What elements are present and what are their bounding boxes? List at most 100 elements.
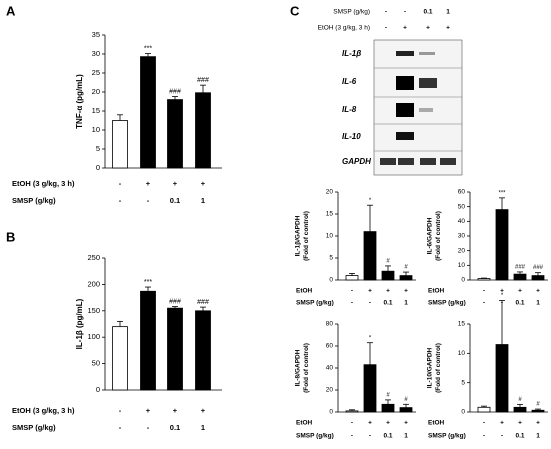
bar — [112, 326, 128, 391]
row-value: + — [146, 179, 151, 188]
blot-row-label: EtOH (3 g/kg, 3 h) — [318, 25, 370, 32]
y-tick-label: 10 — [458, 350, 466, 357]
blot-row-value: + — [446, 25, 450, 32]
y-tick-label: 250 — [87, 253, 100, 262]
y-tick-label: 35 — [92, 30, 100, 39]
row-value: - — [483, 288, 485, 295]
bar — [345, 410, 359, 413]
blot-row-value: - — [385, 9, 387, 16]
bar — [513, 406, 527, 413]
bar — [531, 275, 545, 281]
bar — [140, 56, 156, 169]
row-value: + — [201, 406, 206, 415]
significance-label: ### — [533, 265, 544, 271]
significance-label: # — [404, 265, 408, 271]
row-value: - — [351, 433, 353, 440]
y-tick-label: 0 — [461, 409, 465, 416]
bar — [195, 92, 211, 169]
row-value: - — [351, 420, 353, 427]
row-label: SMSP (g/kg) — [12, 196, 56, 205]
error-bar — [481, 405, 487, 408]
y-tick-label: 50 — [92, 359, 100, 368]
row-label: EtOH (3 g/kg, 3 h) — [12, 406, 75, 415]
row-value: 1 — [404, 300, 408, 307]
row-value: + — [368, 288, 372, 295]
row-value: + — [386, 420, 390, 427]
row-label: EtOH — [428, 288, 445, 295]
row-value: - — [119, 406, 122, 415]
bar — [140, 290, 156, 391]
bar — [167, 307, 183, 391]
row-value: + — [404, 288, 408, 295]
y-tick-label: 200 — [87, 279, 100, 288]
y-axis-label: IL-10/GAPDH — [426, 347, 433, 388]
bar — [513, 273, 527, 281]
bar — [167, 99, 183, 169]
bar — [399, 275, 413, 281]
significance-label: ### — [169, 298, 181, 305]
row-value: 0.1 — [515, 433, 524, 440]
blot-row-value: - — [404, 9, 406, 16]
error-bar — [499, 197, 505, 210]
y-tick-label: 30 — [92, 49, 100, 58]
y-tick-label: 0 — [96, 163, 100, 172]
error-bar — [535, 272, 541, 276]
y-axis-label: IL-1β (pg/mL) — [75, 298, 84, 349]
error-bar — [349, 272, 355, 276]
row-label: SMSP (g/kg) — [296, 300, 334, 307]
y-tick-label: 150 — [87, 306, 100, 315]
panel-letter: A — [6, 3, 16, 18]
significance-label: *** — [144, 45, 152, 52]
row-label: EtOH (3 g/kg, 3 h) — [12, 179, 75, 188]
y-tick-label: 60 — [326, 343, 334, 350]
y-tick-label: 0 — [329, 277, 333, 284]
row-value: + — [536, 420, 540, 427]
panel-letter: B — [6, 229, 15, 244]
y-tick-label: 40 — [326, 365, 334, 372]
row-value: + — [518, 420, 522, 427]
y-tick-label: 20 — [326, 387, 334, 394]
band-label: IL-10 — [342, 132, 361, 141]
row-value: + — [368, 420, 372, 427]
y-axis-label: IL-1β/GAPDH — [294, 215, 301, 256]
y-tick-label: 20 — [92, 87, 100, 96]
row-value: 0.1 — [383, 433, 392, 440]
significance-label: # — [518, 397, 522, 403]
y-tick-label: 20 — [326, 189, 334, 196]
row-value: - — [147, 196, 150, 205]
row-label: SMSP (g/kg) — [296, 433, 334, 440]
band-label: GAPDH — [342, 157, 371, 166]
row-label: SMSP (g/kg) — [428, 300, 466, 307]
row-value: 1 — [201, 196, 205, 205]
row-value: - — [501, 433, 503, 440]
y-tick-label: 60 — [458, 189, 466, 196]
y-tick-label: 30 — [458, 233, 466, 240]
row-value: 0.1 — [170, 196, 180, 205]
row-value: + — [201, 179, 206, 188]
row-value: + — [173, 406, 178, 415]
row-value: - — [351, 288, 353, 295]
error-bar — [172, 96, 178, 100]
row-value: - — [483, 433, 485, 440]
error-bar — [385, 399, 391, 405]
y-tick-label: 50 — [458, 203, 466, 210]
row-value: 0.1 — [515, 300, 524, 307]
error-bar — [403, 403, 409, 408]
row-value: 1 — [404, 433, 408, 440]
row-value: - — [147, 423, 150, 432]
error-bar — [117, 320, 123, 327]
bar — [363, 364, 377, 413]
row-value: + — [146, 406, 151, 415]
y-tick-label: 10 — [326, 233, 334, 240]
y-tick-label: 20 — [458, 247, 466, 254]
significance-label: # — [404, 397, 408, 403]
blot-row-value: 1 — [446, 9, 450, 16]
row-value: + — [536, 288, 540, 295]
row-value: - — [119, 423, 122, 432]
row-value: - — [119, 196, 122, 205]
y-tick-label: 100 — [87, 332, 100, 341]
y-tick-label: 15 — [458, 321, 466, 328]
y-tick-label: 5 — [329, 255, 333, 262]
row-label: SMSP (g/kg) — [12, 423, 56, 432]
